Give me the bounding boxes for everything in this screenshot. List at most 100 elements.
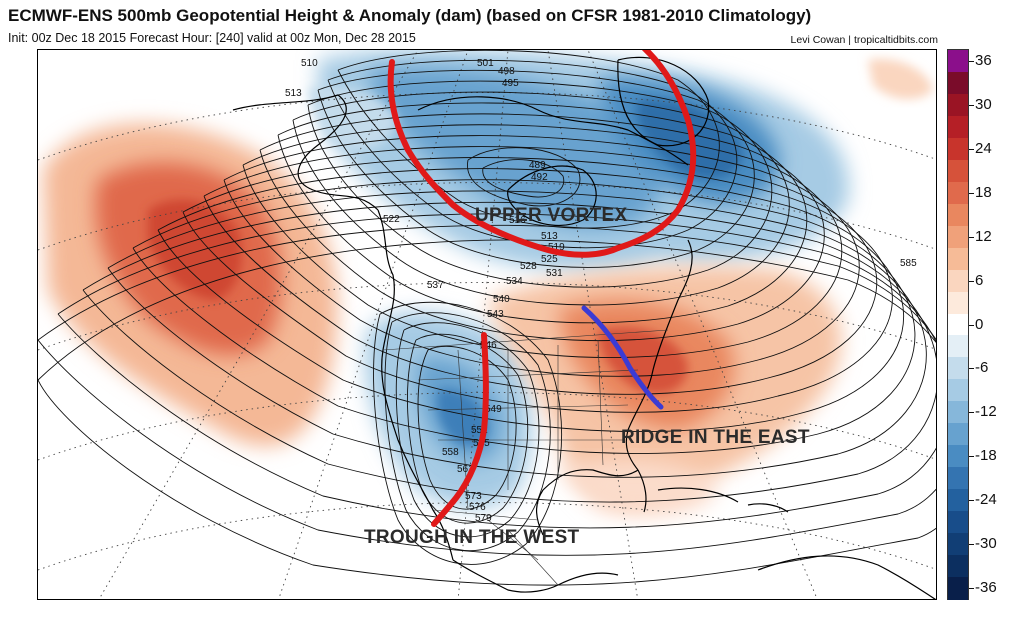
colorbar-tick-label: -24 bbox=[975, 491, 997, 509]
colorbar-segment bbox=[948, 577, 968, 600]
contour-labels: 510 513 501 498 495 489 492 516 522 513 … bbox=[285, 58, 917, 524]
vortex-left-arc bbox=[387, 59, 621, 258]
hispaniola bbox=[747, 503, 789, 513]
colorbar-segment bbox=[948, 71, 968, 95]
contour-label-549: 549 bbox=[485, 404, 502, 415]
contour-label-543: 543 bbox=[487, 309, 504, 320]
colorbar-tick-mark bbox=[969, 500, 974, 502]
colorbar-tick-mark bbox=[969, 324, 974, 326]
colorbar-segment bbox=[948, 50, 968, 73]
contour-label-522: 522 bbox=[383, 214, 400, 225]
contour-label-573: 573 bbox=[465, 491, 482, 502]
contour-label-534: 534 bbox=[506, 276, 523, 287]
contour-label-528: 528 bbox=[520, 261, 537, 272]
colorbar-segment bbox=[948, 291, 968, 315]
colorbar-tick-mark bbox=[969, 236, 974, 238]
atlantic-weak-positive bbox=[868, 59, 933, 100]
colorbar-tick-mark bbox=[969, 148, 974, 150]
colorbar-tick-mark bbox=[969, 412, 974, 414]
contour-label-537: 537 bbox=[427, 280, 444, 291]
contour-label-495: 495 bbox=[502, 78, 519, 89]
contour-label-498: 498 bbox=[498, 66, 515, 77]
colorbar-segment bbox=[948, 225, 968, 249]
contour-label-561: 561 bbox=[457, 464, 474, 475]
contour-label-579: 579 bbox=[475, 513, 492, 524]
greenland bbox=[617, 56, 710, 147]
colorbar-segment bbox=[948, 137, 968, 161]
ridge-east-label: RIDGE IN THE EAST bbox=[621, 427, 810, 448]
trough-line bbox=[431, 332, 489, 527]
colorbar-segment bbox=[948, 203, 968, 227]
colorbar-segment bbox=[948, 423, 968, 446]
colorbar-segment bbox=[948, 555, 968, 578]
colorbar-segment bbox=[948, 357, 968, 380]
mexico-coast bbox=[452, 559, 559, 593]
graticule bbox=[38, 50, 936, 599]
east-coast bbox=[625, 239, 693, 471]
colorbar-tick-mark bbox=[969, 280, 974, 282]
colorbar-segment bbox=[948, 467, 968, 490]
colorbar-segment bbox=[948, 93, 968, 117]
contour-label-510: 510 bbox=[301, 58, 318, 69]
colorbar-segment bbox=[948, 269, 968, 293]
colorbar-tick-mark bbox=[969, 368, 974, 370]
south-america bbox=[757, 555, 936, 599]
gulf-coast bbox=[536, 469, 639, 536]
colorbar-segment bbox=[948, 489, 968, 512]
colorbar-tick-label: -6 bbox=[975, 359, 989, 377]
colorbar-tick-label: 18 bbox=[975, 183, 992, 201]
annotation-strokes bbox=[387, 50, 697, 527]
colorbar-segment bbox=[948, 181, 968, 205]
map-subtitle: Init: 00z Dec 18 2015 Forecast Hour: [24… bbox=[8, 31, 416, 45]
contour-label-546: 546 bbox=[480, 340, 497, 351]
colorbar-tick-mark bbox=[969, 192, 974, 194]
map-credit: Levi Cowan | tropicaltidbits.com bbox=[790, 34, 938, 46]
colorbar-tick-mark bbox=[969, 588, 974, 590]
contour-label-525: 525 bbox=[541, 254, 558, 265]
colorbar-segment bbox=[948, 533, 968, 556]
contour-label-540: 540 bbox=[493, 294, 510, 305]
colorbar-tick-label: -30 bbox=[975, 535, 997, 553]
map-title: ECMWF-ENS 500mb Geopotential Height & An… bbox=[8, 6, 812, 25]
contour-label-519: 519 bbox=[548, 242, 565, 253]
colorbar-tick-label: 30 bbox=[975, 95, 992, 113]
anomaly-colorbar bbox=[947, 49, 969, 600]
height-contours bbox=[38, 50, 936, 586]
colorbar-segment bbox=[948, 379, 968, 402]
vortex-right-arc bbox=[615, 50, 697, 251]
colorbar-tick-label: -18 bbox=[975, 447, 997, 465]
contour-label-513b: 513 bbox=[541, 231, 558, 242]
colorbar-tick-label: 6 bbox=[975, 271, 984, 289]
anomaly-shading bbox=[43, 50, 933, 516]
colorbar-segment bbox=[948, 335, 968, 359]
hudson-bay bbox=[507, 165, 597, 226]
trough-west-label: TROUGH IN THE WEST bbox=[364, 527, 580, 548]
colorbar-segment bbox=[948, 401, 968, 424]
contour-label-516: 516 bbox=[509, 215, 526, 226]
contour-label-552: 552 bbox=[471, 425, 488, 436]
contour-label-513: 513 bbox=[285, 88, 302, 99]
contour-label-489: 489 bbox=[529, 160, 546, 171]
colorbar-tick-label: -12 bbox=[975, 403, 997, 421]
map-canvas: 510 513 501 498 495 489 492 516 522 513 … bbox=[38, 50, 936, 599]
eastern-ridge-max bbox=[598, 326, 688, 394]
colorbar-tick-mark bbox=[969, 456, 974, 458]
ridge-axis-line bbox=[581, 305, 664, 410]
state-borders bbox=[382, 329, 669, 586]
colorbar-segment bbox=[948, 115, 968, 139]
pacific-ridge-max bbox=[148, 199, 242, 300]
florida bbox=[637, 469, 647, 513]
colorbar-tick-mark bbox=[969, 544, 974, 546]
cuba bbox=[657, 487, 739, 503]
contour-label-558: 558 bbox=[442, 447, 459, 458]
central-america bbox=[557, 572, 619, 586]
contour-label-492: 492 bbox=[531, 172, 548, 183]
colorbar-tick-mark bbox=[969, 60, 974, 62]
alaska-coast bbox=[232, 94, 379, 211]
colorbar-tick-label: 0 bbox=[975, 315, 984, 333]
contour-label-531: 531 bbox=[546, 268, 563, 279]
contour-label-501: 501 bbox=[477, 58, 494, 69]
colorbar-segment bbox=[948, 511, 968, 534]
map-panel: 510 513 501 498 495 489 492 516 522 513 … bbox=[37, 49, 937, 600]
colorbar-tick-label: -36 bbox=[975, 579, 997, 597]
